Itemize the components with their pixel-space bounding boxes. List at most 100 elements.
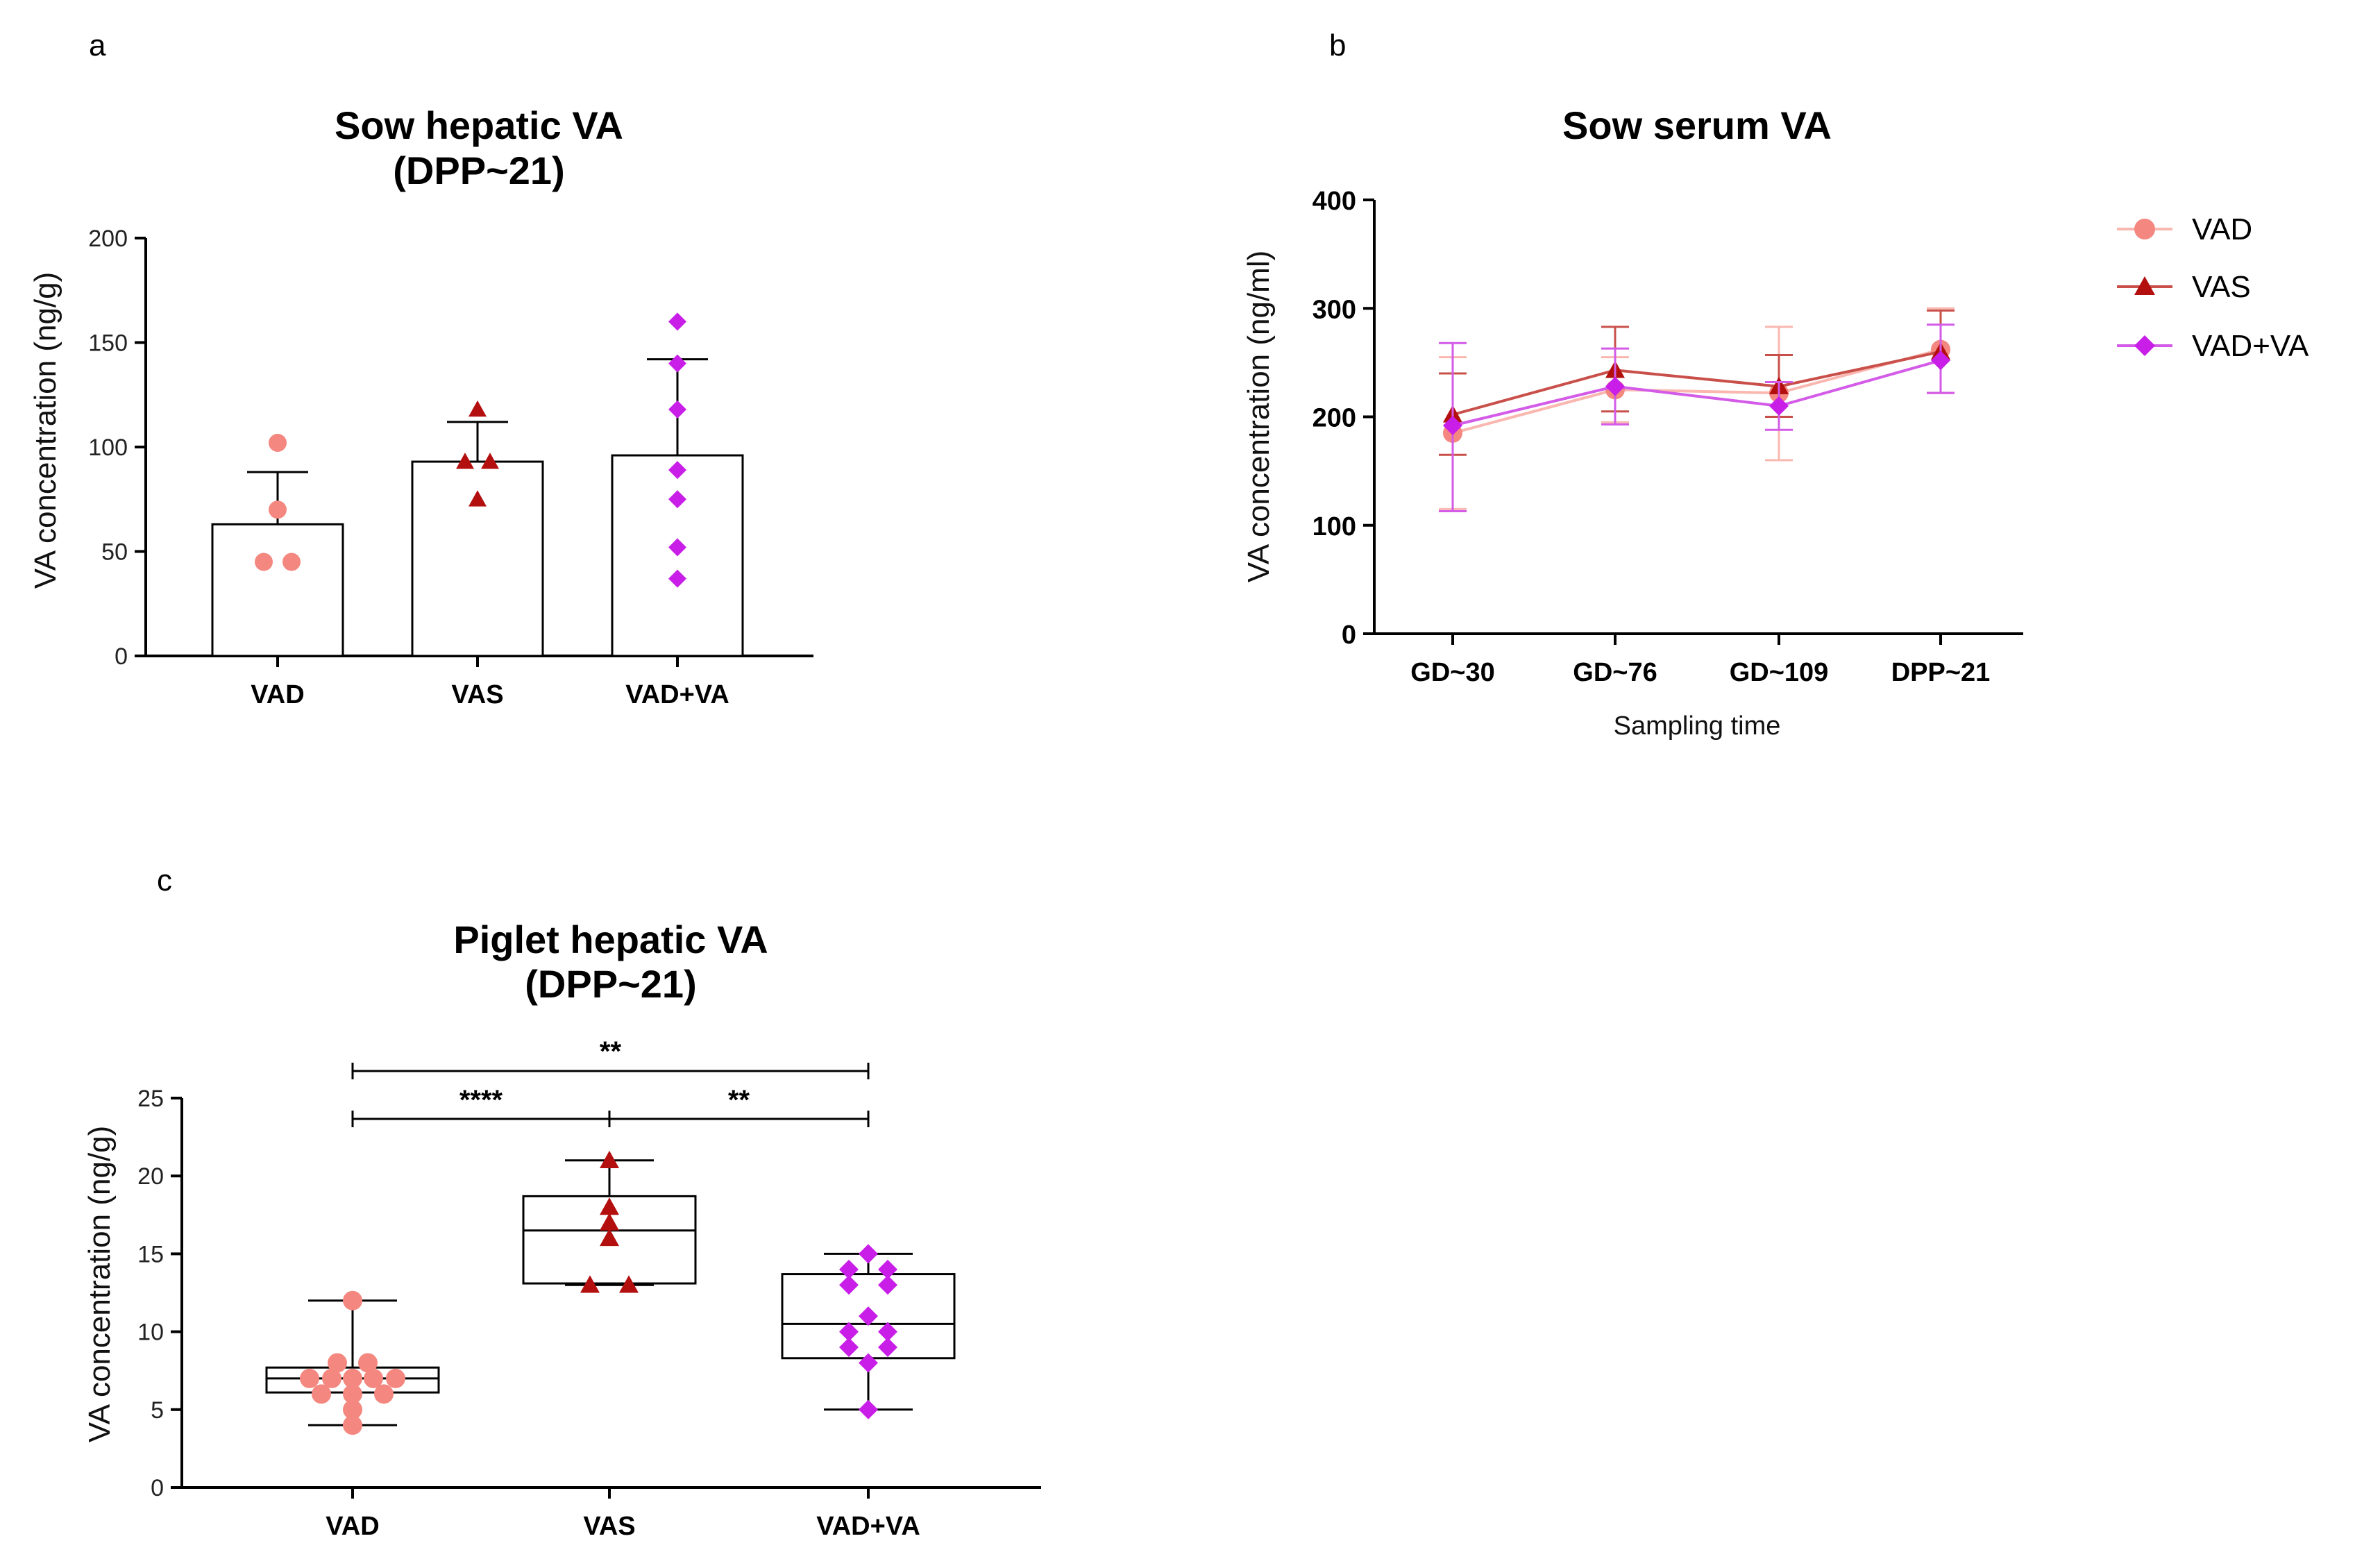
chart-c-point bbox=[839, 1338, 859, 1358]
chart-a-point bbox=[481, 453, 499, 469]
chart-b-title: Sow serum VA bbox=[1562, 103, 1832, 147]
chart-c-point bbox=[600, 1197, 619, 1215]
chart-c-point bbox=[839, 1275, 859, 1295]
chart-c-sig-label: **** bbox=[459, 1085, 503, 1115]
chart-c-point bbox=[878, 1338, 897, 1358]
chart-c-xtick-label: VAS bbox=[583, 1512, 635, 1541]
chart-c-xtick-label: VAD+VA bbox=[816, 1512, 920, 1541]
chart-b-xtick-label: GD~109 bbox=[1730, 658, 1829, 687]
chart-b-xtick-label: GD~76 bbox=[1573, 658, 1657, 687]
chart-b-point bbox=[1931, 351, 1950, 371]
chart-c-ytick-label: 25 bbox=[137, 1086, 164, 1112]
chart-c-point bbox=[322, 1368, 341, 1388]
chart-c-subtitle: (DPP~21) bbox=[525, 962, 696, 1006]
panel-label-a: a bbox=[89, 28, 106, 62]
chart-a-ytick-label: 150 bbox=[88, 330, 128, 357]
chart-b-ytick-label: 0 bbox=[1342, 621, 1356, 650]
chart-c-ytick-label: 10 bbox=[137, 1320, 164, 1346]
chart-a-point bbox=[282, 553, 301, 571]
chart-b-point bbox=[1605, 376, 1625, 396]
chart-b-xtick-label: DPP~21 bbox=[1891, 658, 1991, 687]
chart-c-point bbox=[312, 1384, 331, 1404]
chart-a-point bbox=[469, 490, 487, 507]
chart-b-legend-label: VAD bbox=[2192, 212, 2252, 246]
chart-a-point bbox=[668, 490, 686, 509]
chart-b-xlabel: Sampling time bbox=[1614, 711, 1781, 741]
chart-c-ytick-label: 5 bbox=[151, 1397, 164, 1424]
chart-a-xtick-label: VAD bbox=[251, 680, 304, 709]
chart-c-point bbox=[878, 1259, 897, 1279]
chart-c-point bbox=[343, 1290, 362, 1310]
panel-label-b: b bbox=[1329, 28, 1346, 62]
chart-sow-serum: Sow serum VA VA concentration (ng/ml) Sa… bbox=[1242, 103, 2309, 741]
chart-a-ytick-label: 50 bbox=[101, 539, 128, 566]
chart-b-ytick-label: 200 bbox=[1312, 404, 1356, 433]
chart-c-point bbox=[364, 1368, 383, 1388]
chart-b-ytick-label: 400 bbox=[1312, 187, 1356, 216]
chart-c-point bbox=[580, 1275, 600, 1293]
chart-b-xtick-label: GD~30 bbox=[1410, 658, 1494, 687]
chart-c-point bbox=[600, 1228, 619, 1247]
chart-a-point bbox=[269, 500, 287, 519]
chart-c-point bbox=[328, 1353, 347, 1373]
chart-b-series-line bbox=[1452, 348, 1941, 435]
panel-label-c: c bbox=[157, 863, 172, 897]
chart-b-legend-label: VAS bbox=[2192, 270, 2251, 304]
chart-a-point bbox=[469, 400, 487, 417]
chart-b-legend-marker bbox=[2134, 276, 2155, 295]
chart-a-ytick-label: 200 bbox=[88, 226, 128, 252]
chart-b-legend-label: VAD+VA bbox=[2192, 329, 2309, 363]
chart-a-xtick-label: VAS bbox=[451, 680, 503, 709]
chart-c-ytick-label: 15 bbox=[137, 1241, 164, 1267]
chart-c-point bbox=[343, 1399, 362, 1419]
chart-c-xtick-label: VAD bbox=[326, 1512, 379, 1541]
chart-a-ylabel: VA concentration (ng/g) bbox=[28, 272, 62, 589]
chart-a-point bbox=[668, 354, 686, 373]
chart-a-point bbox=[668, 569, 686, 588]
chart-c-point bbox=[878, 1322, 897, 1342]
chart-a-point bbox=[668, 400, 686, 419]
chart-a-point bbox=[456, 453, 474, 469]
chart-c-point bbox=[878, 1275, 897, 1295]
chart-c-point bbox=[859, 1244, 878, 1264]
chart-a-point bbox=[668, 538, 686, 557]
chart-b-point bbox=[1769, 396, 1789, 416]
chart-piglet-hepatic: Piglet hepatic VA (DPP~21) VA concentrat… bbox=[83, 918, 1041, 1541]
chart-c-point bbox=[386, 1368, 405, 1388]
chart-a-point bbox=[668, 461, 686, 480]
chart-c-ytick-label: 20 bbox=[137, 1163, 164, 1190]
chart-c-ytick-label: 0 bbox=[151, 1475, 164, 1501]
chart-b-series-line bbox=[1452, 359, 1941, 427]
chart-c-point bbox=[343, 1415, 362, 1435]
chart-c-point bbox=[619, 1275, 639, 1293]
chart-a-point bbox=[269, 433, 287, 452]
chart-c-point bbox=[859, 1399, 878, 1419]
chart-a-title: Sow hepatic VA bbox=[335, 103, 623, 147]
chart-b-ytick-label: 300 bbox=[1312, 295, 1356, 324]
chart-c-point bbox=[374, 1384, 394, 1404]
chart-c-point bbox=[839, 1259, 859, 1279]
chart-a-point bbox=[255, 553, 273, 571]
chart-b-ylabel: VA concentration (ng/ml) bbox=[1242, 251, 1276, 583]
chart-c-point bbox=[839, 1322, 859, 1342]
chart-c-point bbox=[343, 1384, 362, 1404]
chart-b-point bbox=[1443, 416, 1462, 435]
chart-a-xtick-label: VAD+VA bbox=[625, 680, 729, 709]
chart-c-sig-label: ** bbox=[600, 1036, 622, 1067]
chart-c-point bbox=[859, 1306, 878, 1326]
chart-c-point bbox=[343, 1368, 362, 1388]
chart-b-ytick-label: 100 bbox=[1312, 512, 1356, 541]
chart-c-point bbox=[600, 1213, 619, 1231]
chart-c-sig-label: ** bbox=[728, 1085, 750, 1115]
chart-b-legend-marker bbox=[2134, 219, 2155, 239]
chart-c-point bbox=[600, 1150, 619, 1168]
chart-c-point bbox=[358, 1353, 378, 1373]
chart-a-point bbox=[668, 312, 686, 331]
chart-a-subtitle: (DPP~21) bbox=[393, 149, 564, 192]
chart-a-ytick-label: 100 bbox=[88, 435, 128, 461]
chart-b-legend-marker bbox=[2134, 335, 2155, 356]
chart-c-ylabel: VA concentration (ng/g) bbox=[83, 1126, 117, 1443]
chart-c-point bbox=[300, 1368, 319, 1388]
chart-a-ytick-label: 0 bbox=[115, 643, 128, 670]
